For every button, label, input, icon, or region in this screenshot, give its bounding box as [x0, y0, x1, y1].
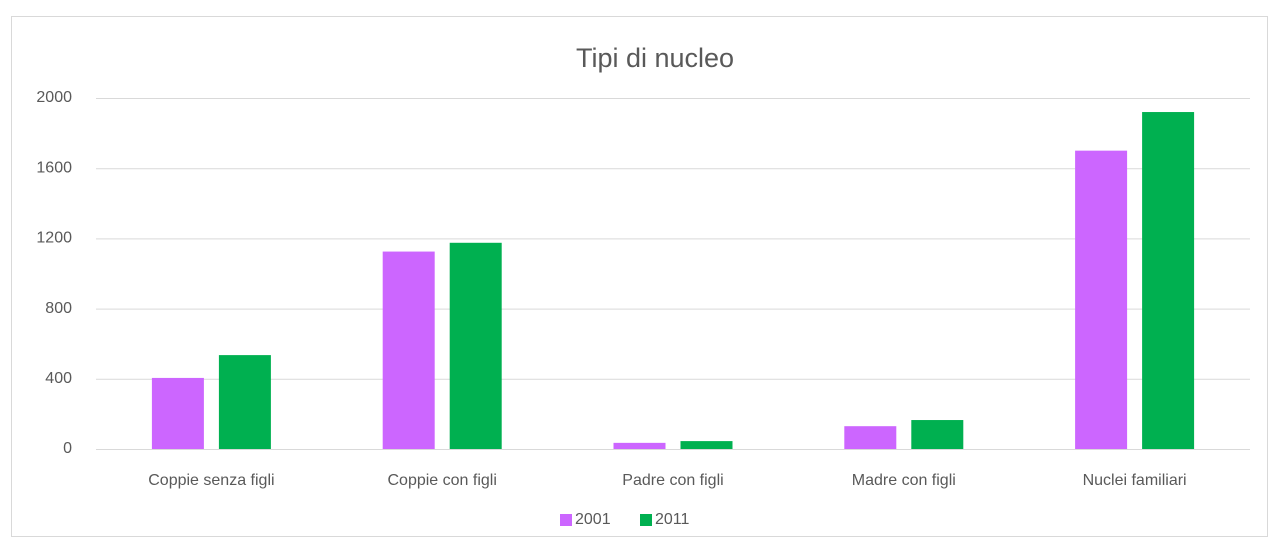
legend-label: 2011 — [655, 511, 690, 528]
legend-swatch — [640, 514, 652, 526]
legend-swatch — [560, 514, 572, 526]
bar — [218, 355, 271, 449]
y-tick-label: 2000 — [36, 89, 72, 106]
bar — [844, 426, 897, 449]
bar — [382, 251, 435, 449]
y-tick-label: 400 — [45, 370, 72, 387]
chart-title: Tipi di nucleo — [576, 43, 734, 73]
legend-label: 2001 — [575, 511, 611, 528]
bar — [1142, 112, 1195, 449]
x-tick-label: Coppie con figli — [387, 472, 496, 489]
y-tick-label: 800 — [45, 300, 72, 317]
bar — [151, 377, 204, 449]
x-tick-label: Madre con figli — [852, 472, 956, 489]
bar — [1075, 150, 1128, 449]
x-tick-label: Padre con figli — [622, 472, 723, 489]
x-tick-label: Coppie senza figli — [148, 472, 274, 489]
x-tick-label: Nuclei familiari — [1083, 472, 1187, 489]
y-tick-label: 1600 — [36, 159, 72, 176]
y-tick-label: 0 — [63, 440, 72, 457]
bar — [449, 242, 502, 449]
y-tick-label: 1200 — [36, 230, 72, 247]
bar — [613, 442, 666, 449]
bar — [911, 420, 964, 449]
bar — [680, 441, 733, 449]
